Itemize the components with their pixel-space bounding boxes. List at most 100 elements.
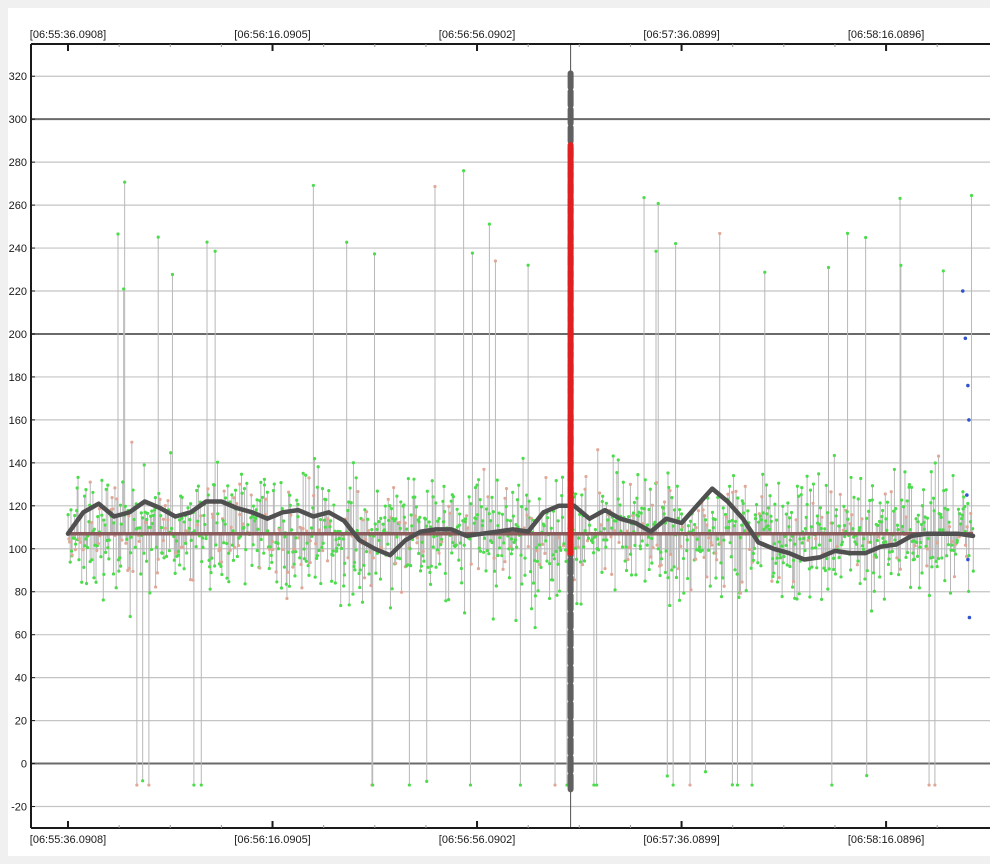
data-point — [774, 561, 778, 565]
data-point — [941, 269, 945, 273]
data-point — [330, 579, 334, 583]
data-point — [823, 527, 827, 531]
data-point — [159, 526, 164, 530]
data-point — [903, 470, 907, 474]
data-point — [354, 548, 358, 552]
data-point — [289, 513, 293, 517]
data-point — [601, 494, 605, 498]
data-point — [312, 457, 317, 461]
data-point — [287, 490, 291, 494]
data-point — [503, 496, 507, 500]
data-point — [925, 516, 929, 520]
data-point — [591, 540, 595, 545]
data-point — [154, 585, 158, 589]
data-point — [475, 513, 480, 517]
chart-frame: -20 0 20 40 60 80 100 120 140 160 180 200 220 240 260 2… — [8, 8, 990, 856]
data-point — [908, 585, 913, 589]
data-point — [784, 512, 788, 516]
data-point — [251, 504, 256, 508]
data-point — [155, 571, 159, 575]
data-point — [670, 568, 674, 572]
data-point — [842, 523, 847, 528]
data-point — [791, 558, 796, 562]
data-point — [129, 535, 133, 539]
data-point — [878, 501, 882, 505]
data-point — [931, 555, 935, 559]
data-point — [487, 222, 491, 226]
data-point — [307, 573, 311, 577]
data-point — [686, 576, 690, 581]
data-point — [111, 572, 116, 576]
data-point — [508, 519, 513, 523]
data-point — [907, 485, 911, 489]
data-point — [178, 563, 182, 567]
data-point — [96, 541, 100, 546]
data-point — [82, 565, 86, 569]
data-point — [469, 562, 473, 566]
data-point — [328, 519, 333, 523]
data-point — [399, 500, 403, 504]
data-point — [672, 565, 676, 569]
data-point — [477, 546, 481, 550]
data-point — [382, 528, 387, 532]
data-point — [647, 567, 651, 572]
data-point — [462, 543, 466, 547]
data-point — [691, 528, 695, 532]
scatter-chart[interactable]: -20 0 20 40 60 80 100 120 140 160 180 200 220 240 260 2… — [8, 8, 990, 856]
data-point — [149, 547, 154, 552]
data-point — [612, 529, 617, 533]
data-point — [956, 507, 961, 511]
data-point — [110, 496, 114, 500]
data-point — [162, 556, 166, 560]
data-point — [806, 538, 810, 542]
data-point — [665, 774, 669, 778]
data-point — [472, 521, 476, 525]
data-point-blue — [966, 383, 970, 388]
data-point — [666, 471, 670, 475]
data-point — [76, 475, 80, 479]
data-point — [75, 509, 79, 513]
data-point — [135, 783, 139, 787]
data-point — [535, 559, 540, 563]
data-point — [779, 556, 783, 560]
data-point — [84, 487, 88, 492]
data-point — [664, 549, 668, 553]
data-point — [817, 472, 821, 476]
data-point — [887, 550, 892, 554]
data-point — [783, 534, 787, 538]
data-point — [200, 560, 204, 564]
data-point — [207, 565, 212, 569]
data-point — [279, 481, 283, 485]
data-point — [326, 517, 330, 521]
data-point — [233, 545, 237, 549]
data-point — [299, 562, 303, 567]
data-point — [733, 568, 737, 572]
data-point — [769, 519, 773, 523]
data-point — [304, 559, 308, 563]
data-point — [961, 490, 965, 494]
data-point — [694, 557, 698, 561]
data-point — [797, 494, 801, 498]
data-point — [769, 514, 773, 518]
data-point — [250, 563, 254, 567]
data-point — [591, 551, 596, 555]
data-point — [971, 569, 975, 573]
data-point — [75, 486, 79, 490]
data-point — [833, 572, 838, 576]
data-point — [599, 523, 603, 527]
data-point — [590, 537, 594, 541]
data-point — [710, 543, 714, 547]
data-point — [409, 563, 413, 568]
data-point — [721, 506, 725, 510]
data-point — [528, 570, 533, 574]
data-point — [795, 597, 799, 601]
data-point — [320, 545, 324, 550]
data-point — [742, 511, 746, 515]
data-point — [738, 591, 743, 595]
data-point — [90, 558, 94, 562]
data-point — [654, 480, 659, 485]
data-point — [431, 545, 435, 549]
data-point — [366, 528, 371, 533]
data-point — [918, 545, 922, 549]
data-point — [145, 511, 150, 515]
